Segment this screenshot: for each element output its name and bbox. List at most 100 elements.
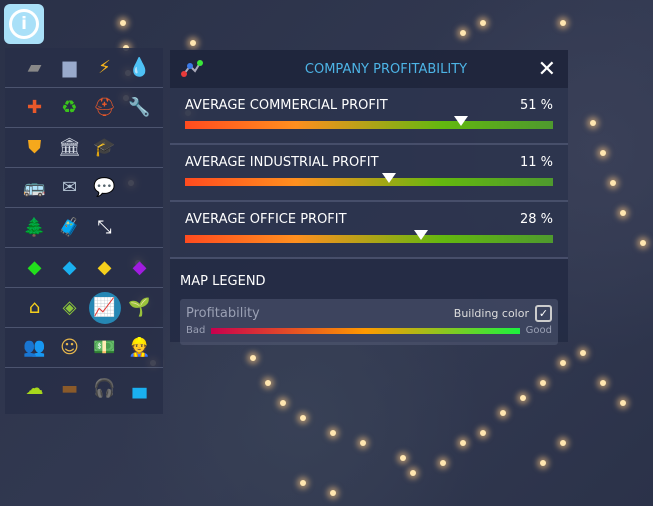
mail-button[interactable]: ✉ bbox=[52, 172, 87, 204]
residential-zone-button[interactable]: ◆ bbox=[17, 252, 52, 284]
police-badge-button[interactable]: ⛊ bbox=[17, 132, 52, 164]
map-light bbox=[460, 440, 466, 446]
water-drop-icon: 💧 bbox=[128, 57, 151, 78]
map-light bbox=[190, 40, 196, 46]
sidebar-row: ⛊ 🏛 🎓 bbox=[5, 128, 163, 168]
building-color-checkbox[interactable]: ✓ bbox=[535, 305, 552, 322]
luggage-icon: 🧳 bbox=[58, 217, 81, 238]
profit-marker bbox=[454, 116, 468, 126]
sidebar-row: 🌲 🧳 ⤡ bbox=[5, 208, 163, 248]
office-zone-button[interactable]: ◆ bbox=[122, 252, 157, 284]
ground-button[interactable]: ▬ bbox=[52, 372, 87, 404]
land-value-button[interactable]: ◈ bbox=[52, 292, 87, 324]
pollution-button[interactable]: ☁ bbox=[17, 372, 52, 404]
recycle-button[interactable]: ♻ bbox=[52, 92, 87, 124]
map-light bbox=[280, 400, 286, 406]
info-button[interactable]: i bbox=[4, 4, 44, 44]
house-button[interactable]: ⌂ bbox=[17, 292, 52, 324]
profit-stat: AVERAGE INDUSTRIAL PROFIT 11 % bbox=[170, 145, 568, 202]
sidebar-row: ▰ ▆ ⚡ 💧 bbox=[5, 48, 163, 88]
happiness-button[interactable]: ☺ bbox=[52, 332, 87, 364]
bus-transit-button[interactable]: 🚌 bbox=[17, 172, 52, 204]
map-light bbox=[610, 180, 616, 186]
infoview-sidebar: ▰ ▆ ⚡ 💧 ✚ ♻ ⛑ 🔧 ⛊ 🏛 🎓 🚌 ✉ 💬 🌲 🧳 ⤡ ◆ ◆ ◆ ◆ ⌂ ◈ 📈 🌱 👥 ☺ 💵 👷 ☁ ▬ 🎧 ▄ bbox=[5, 48, 163, 414]
map-light bbox=[250, 355, 256, 361]
population-icon: 👥 bbox=[23, 337, 46, 358]
luggage-button[interactable]: 🧳 bbox=[52, 212, 87, 244]
commercial-zone-button[interactable]: ◆ bbox=[52, 252, 87, 284]
profit-stat: AVERAGE COMMERCIAL PROFIT 51 % bbox=[170, 88, 568, 145]
sidebar-row: 🚌 ✉ 💬 bbox=[5, 168, 163, 208]
commercial-zone-icon: ◆ bbox=[62, 257, 77, 278]
close-button[interactable]: ✕ bbox=[537, 57, 556, 82]
profit-bar bbox=[185, 116, 553, 129]
road-icon: ▰ bbox=[27, 57, 42, 78]
park-icon: 🌲 bbox=[23, 217, 46, 238]
water-drop-button[interactable]: 💧 bbox=[122, 52, 157, 84]
house-icon: ⌂ bbox=[28, 297, 41, 318]
city-hall-button[interactable]: 🏛 bbox=[52, 132, 87, 164]
graduation-cap-button[interactable]: 🎓 bbox=[87, 132, 122, 164]
sidebar-row: ☁ ▬ 🎧 ▄ bbox=[5, 368, 163, 408]
profit-marker bbox=[382, 173, 397, 183]
panel-header: COMPANY PROFITABILITY ✕ bbox=[170, 50, 568, 88]
resize-arrow-button[interactable]: ⤡ bbox=[87, 212, 122, 244]
police-badge-icon: ⛊ bbox=[27, 137, 42, 158]
bus-transit-icon: 🚌 bbox=[23, 177, 46, 198]
healthcare-button[interactable]: ✚ bbox=[17, 92, 52, 124]
recycle-icon: ♻ bbox=[61, 97, 78, 118]
map-light bbox=[300, 415, 306, 421]
water-level-icon: ▄ bbox=[132, 377, 147, 399]
graduation-cap-icon: 🎓 bbox=[93, 137, 116, 158]
healthcare-icon: ✚ bbox=[26, 97, 43, 118]
company-profitability-panel: COMPANY PROFITABILITY ✕ AVERAGE COMMERCI… bbox=[170, 50, 568, 345]
map-light bbox=[560, 440, 566, 446]
map-light bbox=[480, 20, 486, 26]
wrench-button[interactable]: 🔧 bbox=[122, 92, 157, 124]
map-light bbox=[500, 410, 506, 416]
profitability-chart-icon bbox=[181, 60, 203, 77]
legend-high-label: Good bbox=[525, 325, 552, 336]
sidebar-row: ⌂ ◈ 📈 🌱 bbox=[5, 288, 163, 328]
map-light bbox=[560, 20, 566, 26]
sprout-button[interactable]: 🌱 bbox=[122, 292, 157, 324]
info-icon: i bbox=[9, 9, 39, 39]
sidebar-row: ◆ ◆ ◆ ◆ bbox=[5, 248, 163, 288]
stat-value: 11 % bbox=[519, 155, 553, 170]
bus-button[interactable]: ▆ bbox=[52, 52, 87, 84]
bus-icon: ▆ bbox=[62, 57, 77, 78]
map-light bbox=[300, 480, 306, 486]
map-light bbox=[265, 380, 271, 386]
park-button[interactable]: 🌲 bbox=[17, 212, 52, 244]
chat-button[interactable]: 💬 bbox=[87, 172, 122, 204]
noise-headphones-button[interactable]: 🎧 bbox=[87, 372, 122, 404]
stat-label: AVERAGE INDUSTRIAL PROFIT bbox=[185, 155, 379, 170]
lightning-button[interactable]: ⚡ bbox=[87, 52, 122, 84]
resize-arrow-icon: ⤡ bbox=[97, 217, 112, 238]
industrial-zone-button[interactable]: ◆ bbox=[87, 252, 122, 284]
stat-value: 51 % bbox=[519, 98, 553, 113]
road-button[interactable]: ▰ bbox=[17, 52, 52, 84]
map-light bbox=[620, 210, 626, 216]
water-level-button[interactable]: ▄ bbox=[122, 372, 157, 404]
money-button[interactable]: 💵 bbox=[87, 332, 122, 364]
map-light bbox=[600, 380, 606, 386]
map-light bbox=[410, 470, 416, 476]
profitability-button[interactable]: 📈 bbox=[87, 291, 122, 324]
ground-icon: ▬ bbox=[60, 377, 78, 399]
map-light bbox=[120, 20, 126, 26]
map-light bbox=[440, 460, 446, 466]
map-light bbox=[460, 30, 466, 36]
noise-headphones-icon: 🎧 bbox=[93, 377, 116, 399]
wrench-icon: 🔧 bbox=[128, 97, 151, 118]
map-light bbox=[540, 460, 546, 466]
profit-bar bbox=[185, 230, 553, 243]
map-light bbox=[330, 490, 336, 496]
fire-helmet-button[interactable]: ⛑ bbox=[87, 92, 122, 124]
population-button[interactable]: 👥 bbox=[17, 332, 52, 364]
money-icon: 💵 bbox=[93, 337, 116, 358]
chat-icon: 💬 bbox=[93, 177, 116, 198]
worker-button[interactable]: 👷 bbox=[122, 332, 157, 364]
profit-marker bbox=[413, 230, 428, 240]
industrial-zone-icon: ◆ bbox=[97, 257, 112, 278]
